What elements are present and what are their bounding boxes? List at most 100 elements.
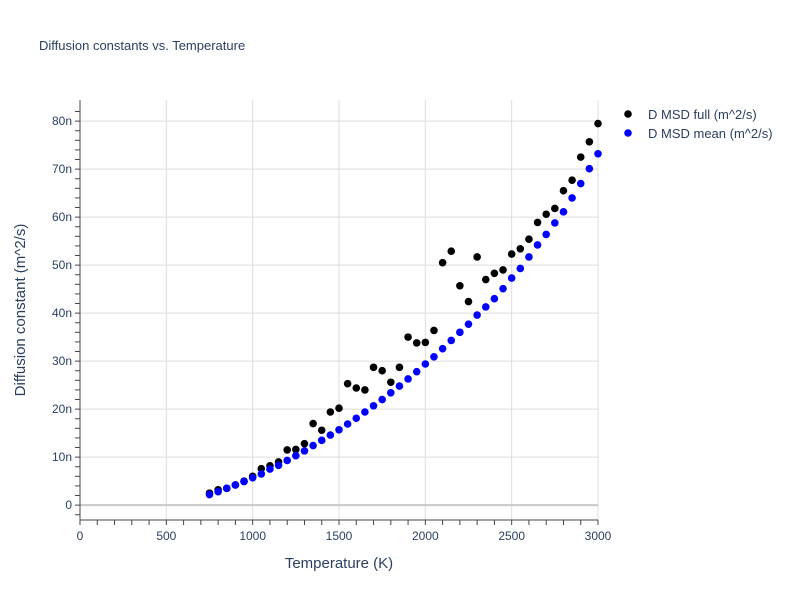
y-tick-label: 60n [52,210,72,224]
y-tick-label: 20n [52,402,72,416]
data-point [447,336,456,345]
data-point [309,441,317,450]
data-point [326,408,335,416]
legend-marker [624,110,632,118]
legend[interactable]: D MSD full (m^2/s) D MSD mean (m^2/s) [624,107,773,141]
data-point [283,456,292,465]
data-point [576,153,585,161]
data-point [568,176,576,184]
data-point [378,395,386,404]
data-point [481,275,490,284]
data-point [473,253,481,261]
data-point [317,426,326,435]
data-point [257,470,266,478]
legend-item[interactable]: D MSD mean (m^2/s) [624,126,773,141]
data-point [309,419,317,428]
data-point [395,363,404,372]
data-point [490,294,499,303]
data-point [369,363,378,372]
data-point [412,339,421,347]
y-tick-label: 40n [52,306,72,320]
data-point [317,436,326,445]
y-tick-label: 50n [52,258,72,272]
data-point [438,258,447,267]
data-point [231,481,240,489]
data-point [222,484,231,493]
x-tick-label: 2000 [412,529,439,543]
y-axis-label: Diffusion constant (m^2/s) [12,224,29,397]
data-points [205,119,602,499]
data-point [343,420,352,428]
x-tick-label: 500 [156,529,176,543]
data-point [292,451,300,460]
data-point [387,378,395,387]
legend-item[interactable]: D MSD full (m^2/s) [624,107,757,122]
series-d-msd-full [205,119,602,497]
data-point [421,360,430,368]
data-point [430,326,438,335]
y-tick-label: 80n [52,114,72,128]
data-point [283,446,292,454]
data-point [499,266,507,274]
x-tick-label: 1500 [326,529,353,543]
chart-title: Diffusion constants vs. Temperature [39,38,245,53]
data-point [257,464,266,473]
data-point [542,210,550,219]
data-point [430,353,438,361]
data-point [533,218,542,227]
data-point [335,404,343,412]
data-point [447,247,456,255]
legend-label: D MSD mean (m^2/s) [648,126,773,141]
data-point [369,401,378,410]
data-point [559,208,568,216]
y-tick-label: 0 [65,498,72,512]
data-point [404,375,412,383]
grid [80,100,599,520]
data-point [361,386,369,394]
data-point [300,439,309,448]
data-point [361,408,369,416]
data-point [533,241,542,249]
x-tick-label: 2500 [498,529,525,543]
data-point [240,477,248,486]
data-point [248,473,257,482]
data-point [568,194,576,202]
data-point [585,137,594,146]
x-axis-label: Temperature (K) [285,555,393,572]
series-d-msd-mean [205,149,602,499]
x-tick-label: 3000 [585,529,612,543]
data-point [499,284,507,293]
data-point [464,320,473,328]
data-point [421,338,430,347]
data-point [507,250,516,258]
data-point [464,297,473,306]
data-point [205,490,214,499]
data-point [490,269,499,278]
data-point [352,414,361,423]
legend-label: D MSD full (m^2/s) [648,107,757,122]
data-point [214,487,222,496]
data-point [343,379,352,388]
data-point [438,344,447,353]
data-point [456,328,464,337]
data-point [585,164,594,173]
data-point [516,245,525,253]
y-tick-label: 10n [52,450,72,464]
data-point [542,230,550,239]
data-point [326,431,335,439]
data-point [378,366,386,375]
data-point [481,303,490,311]
data-point [412,367,421,376]
data-point [551,204,559,213]
legend-marker [624,129,632,137]
data-point [387,389,395,397]
data-point [525,235,533,243]
data-point [507,274,516,282]
data-point [594,119,602,128]
data-point [559,186,568,195]
axes: 0 500 1000 1500 2000 2500 3000 0 10n 20n 30n 40n 50n… [52,100,612,543]
data-point [594,149,602,158]
data-point [525,253,533,261]
data-point [516,264,525,273]
